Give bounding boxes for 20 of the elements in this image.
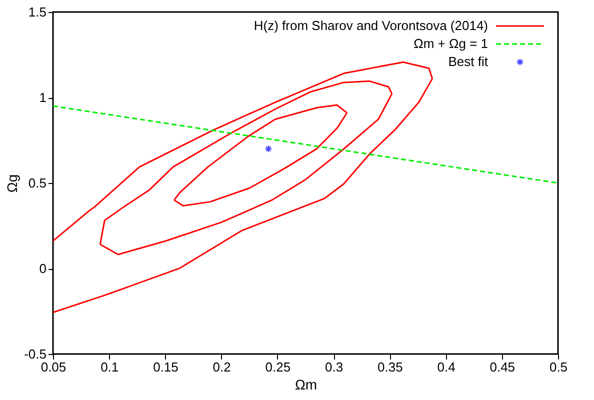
legend-label: Best fit — [448, 54, 488, 69]
x-tick-label: 0.3 — [325, 360, 344, 374]
y-tick-label: 0.5 — [28, 176, 46, 190]
x-tick-label: 0.2 — [212, 360, 231, 374]
x-tick-label: 0.1 — [100, 360, 119, 374]
y-tick-label: 0 — [39, 261, 46, 276]
x-tick-label: 0.05 — [40, 360, 66, 374]
legend-label: H(z) from Sharov and Vorontsova (2014) — [254, 18, 488, 33]
x-tick-label: 0.25 — [265, 360, 291, 374]
y-tick-label: 1 — [39, 90, 46, 105]
y-tick-label: -0.5 — [24, 346, 46, 362]
x-tick-label: 0.4 — [437, 360, 456, 374]
y-axis-title: Ωg — [4, 174, 20, 193]
x-tick-label: 0.5 — [549, 360, 568, 374]
legend-label: Ωm + Ωg = 1 — [414, 36, 488, 51]
x-tick-label: 0.45 — [490, 360, 516, 374]
x-tick-label: 0.15 — [153, 360, 178, 374]
y-tick-label: 1.5 — [28, 4, 46, 20]
x-tick-label: 0.35 — [378, 360, 403, 374]
x-axis-title: Ωm — [294, 376, 318, 392]
